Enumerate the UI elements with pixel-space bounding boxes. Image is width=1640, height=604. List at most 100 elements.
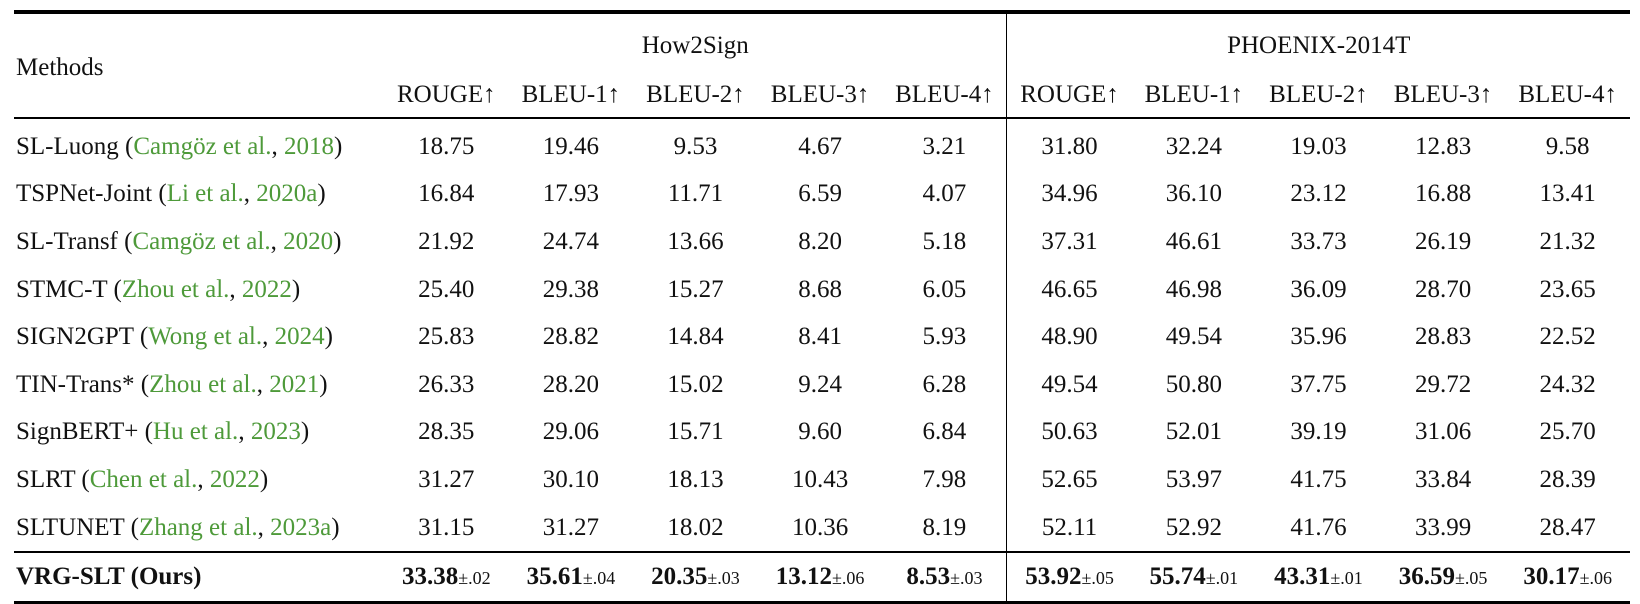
citation-authors-link[interactable]: Hu et al.: [152, 418, 239, 446]
citation-authors-link[interactable]: Li et al.: [166, 180, 244, 208]
value-cell: 33.99: [1414, 513, 1472, 541]
table-row: SLRT (Chen et al., 2022) 31.27 30.10 18.13 1…: [14, 456, 1630, 504]
citation-authors-link[interactable]: Zhou et al.: [121, 275, 230, 303]
value-cell: 9.58: [1545, 132, 1590, 160]
citation-year-link[interactable]: 2021: [269, 370, 320, 398]
citation-year-link[interactable]: 2023a: [270, 513, 332, 541]
std-value: ±.05: [1081, 568, 1114, 589]
value-cell: 33.73: [1290, 227, 1347, 255]
metric-header: BLEU-1↑: [508, 73, 634, 119]
methods-header: Methods: [14, 10, 384, 119]
value-cell: 24.32: [1539, 370, 1596, 398]
citation-authors-link[interactable]: Chen et al.: [89, 465, 198, 493]
value-cell: 29.72: [1414, 370, 1472, 398]
value-cell-ours: 8.53±.03: [882, 551, 1007, 604]
citation-authors-link[interactable]: Zhang et al.: [138, 513, 258, 541]
value-cell: 31.15: [418, 513, 475, 541]
method-cell: TIN-Trans* (Zhou et al., 2021): [16, 370, 328, 398]
value-cell: 5.93: [922, 323, 967, 351]
value-cell: 23.12: [1290, 180, 1347, 208]
citation-year-link[interactable]: 2023: [250, 418, 301, 446]
score-value: 8.53: [906, 563, 951, 591]
value-cell: 8.19: [922, 513, 967, 541]
method-cell: SignBERT+ (Hu et al., 2023): [16, 418, 310, 446]
value-cell: 50.80: [1165, 370, 1222, 398]
value-cell: 22.52: [1539, 323, 1596, 351]
citation-year-link[interactable]: 2020: [283, 227, 334, 255]
citation-year-link[interactable]: 2022: [241, 275, 292, 303]
citation-year-link[interactable]: 2024: [274, 323, 325, 351]
value-cell: 52.65: [1006, 456, 1132, 504]
value-cell: 4.07: [922, 180, 967, 208]
value-cell: 48.90: [1006, 313, 1132, 361]
method-cell: SLRT (Chen et al., 2022): [16, 465, 269, 493]
value-cell: 24.74: [542, 227, 600, 255]
method-name: SLRT: [16, 465, 76, 493]
value-cell: 13.66: [667, 227, 724, 255]
value-cell: 6.84: [922, 418, 967, 446]
table-row: TIN-Trans* (Zhou et al., 2021) 26.33 28.20…: [14, 360, 1630, 409]
score-value: 30.17: [1523, 563, 1580, 591]
value-cell: 8.20: [798, 227, 842, 255]
value-cell: 11.71: [667, 180, 724, 208]
method-name: SL-Luong: [16, 132, 119, 160]
value-cell: 6.28: [922, 370, 967, 398]
citation-authors-link[interactable]: Camgöz et al.: [132, 227, 271, 255]
value-cell: 46.98: [1165, 275, 1222, 303]
value-cell: 15.27: [667, 275, 724, 303]
std-value: ±.02: [458, 568, 491, 589]
std-value: ±.06: [1579, 568, 1612, 589]
citation-authors-link[interactable]: Wong et al.: [148, 323, 263, 351]
value-cell-ours: 20.35±.03: [633, 551, 758, 604]
table-row-ours: VRG-SLT (Ours) 33.38±.02 35.61±.04 20.35±.0…: [14, 551, 1630, 604]
value-cell: 28.35: [418, 418, 475, 446]
value-cell: 28.20: [542, 370, 600, 398]
value-cell: 8.68: [798, 275, 842, 303]
value-cell: 33.84: [1414, 465, 1472, 493]
value-cell: 46.65: [1006, 265, 1132, 314]
value-cell: 19.46: [542, 132, 600, 160]
value-cell: 4.67: [798, 132, 842, 160]
value-cell: 49.54: [1006, 360, 1132, 409]
value-cell: 13.41: [1539, 180, 1596, 208]
method-cell: SLTUNET (Zhang et al., 2023a): [16, 513, 340, 541]
method-name: STMC-T: [16, 275, 108, 303]
value-cell: 46.61: [1165, 227, 1222, 255]
value-cell: 5.18: [922, 227, 967, 255]
value-cell: 41.75: [1290, 465, 1347, 493]
citation-year-link[interactable]: 2020a: [256, 180, 318, 208]
value-cell: 21.32: [1539, 227, 1596, 255]
value-cell: 9.53: [673, 132, 718, 160]
metric-header-row: ROUGE↑ BLEU-1↑ BLEU-2↑ BLEU-3↑ BLEU-4↑ ROUGE↑…: [14, 73, 1630, 119]
citation-year-link[interactable]: 2018: [284, 132, 335, 160]
value-cell: 15.02: [667, 370, 724, 398]
score-value: 43.31: [1274, 563, 1331, 591]
std-value: ±.01: [1330, 568, 1363, 589]
value-cell: 18.13: [667, 465, 724, 493]
value-cell: 25.40: [418, 275, 475, 303]
citation-authors-link[interactable]: Camgöz et al.: [133, 132, 272, 160]
value-cell: 37.31: [1006, 218, 1132, 266]
value-cell: 16.88: [1414, 180, 1472, 208]
citation-year-link[interactable]: 2022: [209, 465, 260, 493]
method-name: SL-Transf: [16, 227, 118, 255]
table-row: SLTUNET (Zhang et al., 2023a) 31.15 31.27 1…: [14, 503, 1630, 553]
value-cell: 9.60: [798, 418, 842, 446]
value-cell: 52.92: [1165, 513, 1222, 541]
value-cell: 28.83: [1414, 323, 1472, 351]
std-value: ±.06: [832, 568, 865, 589]
value-cell: 49.54: [1165, 323, 1222, 351]
metric-header: BLEU-3↑: [757, 73, 883, 119]
method-name: SignBERT+: [16, 418, 139, 446]
metric-header: BLEU-2↑: [1256, 73, 1381, 119]
value-cell: 30.10: [542, 465, 600, 493]
score-value: 53.92: [1025, 563, 1082, 591]
value-cell: 50.63: [1006, 408, 1132, 457]
score-value: 35.61: [526, 563, 583, 591]
citation-authors-link[interactable]: Zhou et al.: [149, 370, 257, 398]
std-value: ±.01: [1205, 568, 1239, 589]
value-cell: 29.38: [542, 275, 600, 303]
value-cell: 9.24: [798, 370, 842, 398]
value-cell: 31.80: [1006, 118, 1132, 171]
value-cell: 23.65: [1539, 275, 1596, 303]
